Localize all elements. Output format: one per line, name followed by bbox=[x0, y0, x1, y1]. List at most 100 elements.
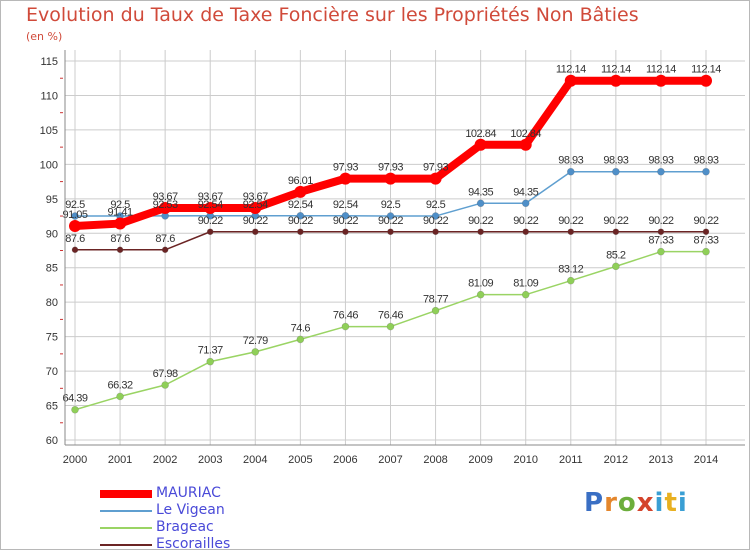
data-point-brageac bbox=[341, 322, 350, 331]
data-point-brageac bbox=[71, 405, 79, 414]
data-point-brageac bbox=[161, 381, 169, 389]
data-label-brageac: 76.46 bbox=[378, 310, 403, 322]
x-tick-label: 2005 bbox=[288, 454, 312, 466]
data-point-brageac bbox=[521, 290, 530, 299]
data-label-mauriac: 102.84 bbox=[465, 128, 496, 140]
x-tick-label: 2014 bbox=[694, 454, 718, 466]
data-label-le-vigean: 98.93 bbox=[603, 155, 628, 167]
data-label-escorailles: 90.22 bbox=[378, 215, 403, 227]
data-label-mauriac: 93.67 bbox=[243, 191, 268, 203]
data-label-brageac: 81.09 bbox=[513, 278, 538, 290]
grid-layer bbox=[65, 50, 745, 445]
data-point-brageac bbox=[296, 335, 305, 344]
data-point-le-vigean bbox=[521, 199, 530, 208]
data-point-mauriac bbox=[519, 138, 532, 151]
x-tick-label: 2009 bbox=[468, 454, 492, 466]
x-tick-label: 2003 bbox=[198, 454, 222, 466]
data-point-le-vigean bbox=[612, 167, 620, 176]
data-point-le-vigean bbox=[341, 211, 350, 220]
data-point-escorailles bbox=[612, 228, 620, 236]
data-point-mauriac bbox=[474, 138, 487, 151]
data-label-le-vigean: 92.5 bbox=[381, 199, 401, 211]
data-point-brageac bbox=[657, 247, 665, 256]
y-unit-label: (en %) bbox=[26, 30, 63, 43]
data-label-brageac: 81.09 bbox=[468, 278, 493, 290]
y-tick-label: 105 bbox=[40, 125, 58, 137]
x-tick-label: 2000 bbox=[63, 454, 87, 466]
data-point-mauriac bbox=[429, 172, 442, 185]
data-point-brageac bbox=[566, 276, 575, 285]
data-label-mauriac: 97.93 bbox=[423, 162, 448, 174]
data-label-brageac: 74.6 bbox=[291, 322, 311, 334]
data-label-escorailles: 90.22 bbox=[558, 215, 583, 227]
x-tick-label: 2008 bbox=[423, 454, 447, 466]
data-point-brageac bbox=[251, 348, 260, 356]
axis-layer: 60 65 70 75 80 85 90 95 100 105 110 115 2000 2001 2002… bbox=[40, 50, 745, 466]
data-label-brageac: 64.39 bbox=[62, 393, 87, 405]
data-label-brageac: 83.12 bbox=[558, 264, 583, 276]
data-label-escorailles: 87.6 bbox=[110, 233, 130, 245]
y-tick-label: 100 bbox=[40, 159, 58, 171]
y-tick-label: 110 bbox=[40, 90, 58, 102]
data-point-le-vigean bbox=[386, 212, 395, 220]
data-point-brageac bbox=[116, 392, 124, 401]
data-label-brageac: 76.46 bbox=[333, 310, 358, 322]
series-layer bbox=[69, 74, 712, 414]
data-label-escorailles: 90.22 bbox=[513, 215, 538, 227]
data-point-brageac bbox=[702, 247, 710, 256]
data-point-escorailles bbox=[567, 228, 575, 236]
data-label-le-vigean: 92.5 bbox=[65, 199, 85, 211]
data-label-le-vigean: 92.53 bbox=[153, 199, 178, 211]
data-label-le-vigean: 98.93 bbox=[558, 155, 583, 167]
data-point-escorailles bbox=[297, 228, 304, 236]
data-label-le-vigean: 92.54 bbox=[198, 199, 223, 211]
data-label-le-vigean: 94.35 bbox=[513, 186, 538, 198]
data-label-mauriac: 96.01 bbox=[288, 175, 313, 187]
data-label-escorailles: 90.22 bbox=[648, 215, 673, 227]
data-point-le-vigean bbox=[657, 167, 665, 176]
y-tick-label: 95 bbox=[46, 194, 58, 206]
data-label-brageac: 72.79 bbox=[243, 335, 268, 347]
x-tick-label: 2010 bbox=[513, 454, 537, 466]
data-point-mauriac bbox=[249, 201, 262, 214]
data-point-brageac bbox=[431, 306, 440, 315]
data-point-escorailles bbox=[251, 228, 259, 236]
data-label-mauriac: 112.14 bbox=[601, 64, 631, 76]
legend-label: Escorailles bbox=[156, 536, 231, 552]
data-label-brageac: 85.2 bbox=[606, 249, 626, 261]
data-point-mauriac bbox=[204, 201, 217, 214]
x-tick-label: 2002 bbox=[153, 454, 177, 466]
data-point-brageac bbox=[612, 262, 620, 271]
data-label-le-vigean: 98.93 bbox=[693, 155, 718, 167]
x-tick-label: 2012 bbox=[604, 454, 628, 466]
data-point-brageac bbox=[206, 357, 215, 366]
x-tick-label: 2004 bbox=[243, 454, 267, 466]
data-label-escorailles: 90.22 bbox=[693, 215, 718, 227]
data-point-mauriac bbox=[294, 185, 307, 198]
data-point-brageac bbox=[476, 290, 485, 299]
chart-title: Evolution du Taux de Taxe Foncière sur l… bbox=[26, 4, 639, 26]
data-point-escorailles bbox=[522, 228, 530, 236]
data-label-mauriac: 91.41 bbox=[108, 207, 133, 219]
data-point-escorailles bbox=[342, 228, 349, 236]
data-point-mauriac bbox=[609, 74, 622, 87]
y-tick-label: 90 bbox=[46, 228, 58, 240]
data-label-escorailles: 90.22 bbox=[243, 215, 268, 227]
data-label-escorailles: 90.22 bbox=[603, 215, 628, 227]
data-label-mauriac: 97.93 bbox=[378, 162, 403, 174]
legend-label: MAURIAC bbox=[156, 485, 221, 501]
data-point-mauriac bbox=[339, 172, 352, 185]
y-tick-label: 60 bbox=[46, 435, 58, 447]
data-label-escorailles: 90.22 bbox=[423, 215, 448, 227]
data-point-mauriac bbox=[700, 74, 712, 87]
data-point-escorailles bbox=[116, 246, 124, 254]
x-tick-label: 2006 bbox=[333, 454, 357, 466]
data-point-mauriac bbox=[654, 74, 667, 87]
x-tick-label: 2001 bbox=[108, 454, 132, 466]
data-point-escorailles bbox=[657, 228, 665, 236]
data-label-mauriac: 93.67 bbox=[198, 191, 223, 203]
y-tick-label: 65 bbox=[46, 401, 58, 413]
data-label-mauriac: 112.14 bbox=[691, 64, 721, 76]
data-label-brageac: 87.33 bbox=[693, 235, 718, 247]
